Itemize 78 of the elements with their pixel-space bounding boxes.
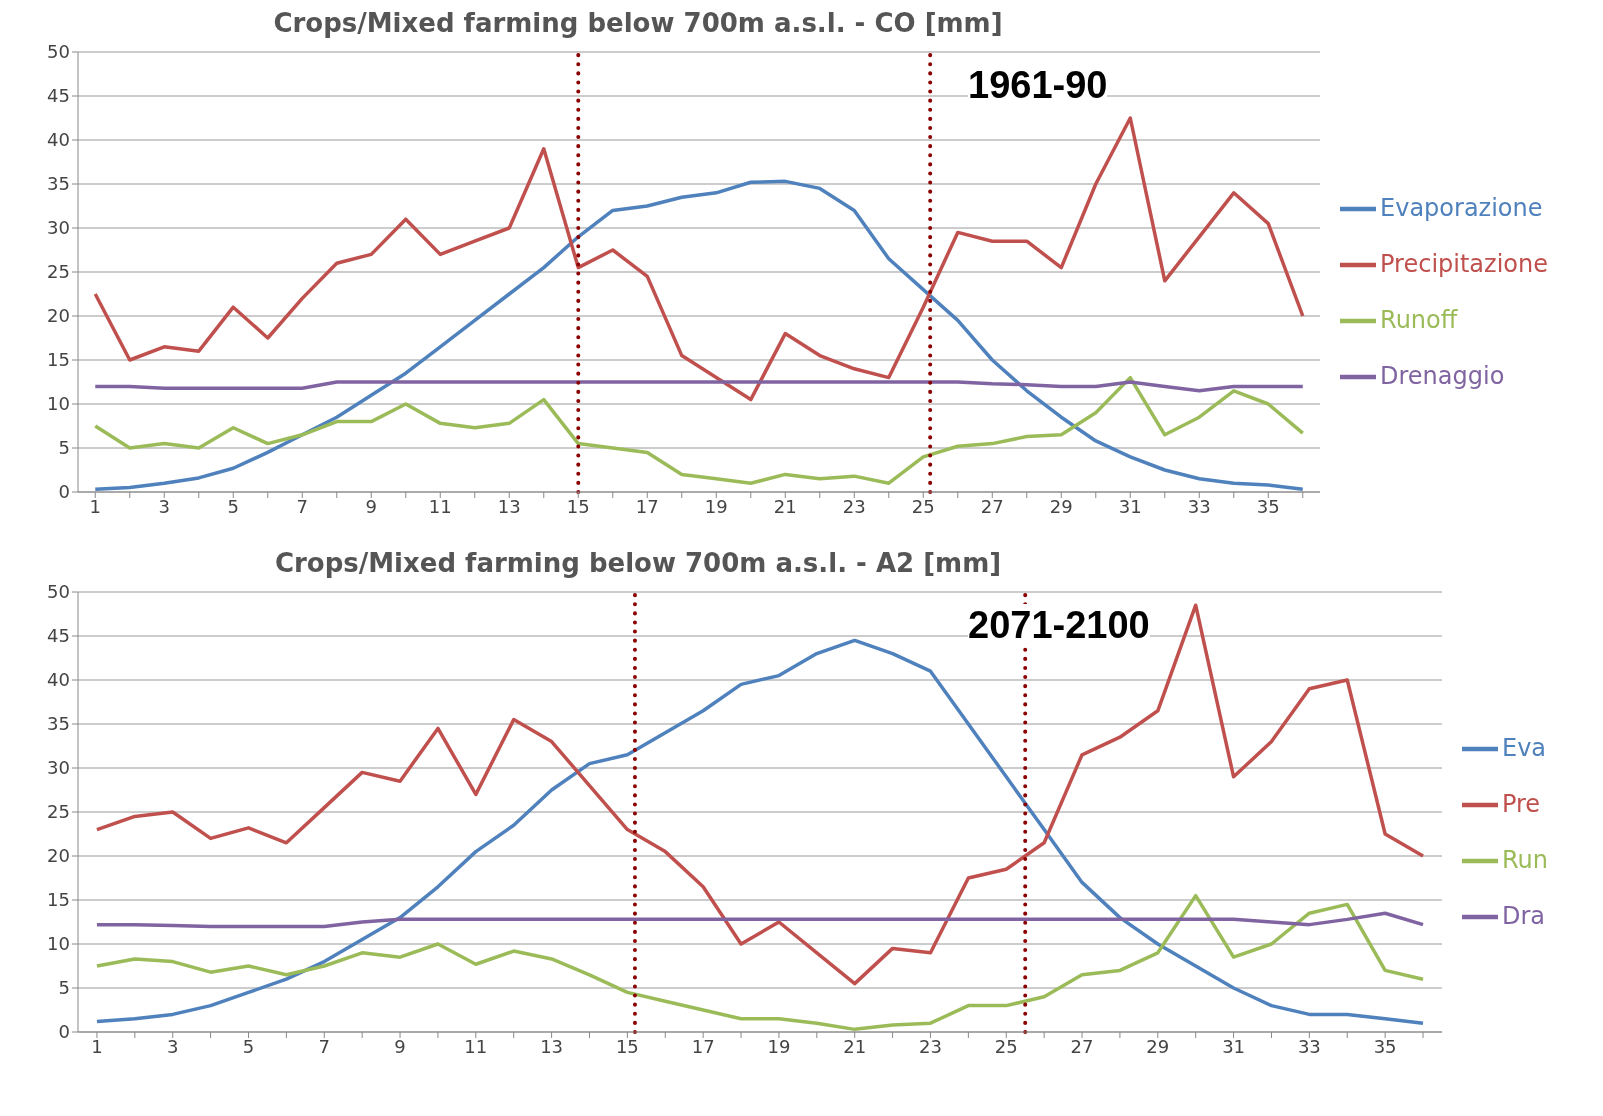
y-tick-label: 0 xyxy=(58,1021,70,1043)
legend-label: Pre xyxy=(1501,790,1541,818)
line-series xyxy=(93,116,1305,402)
x-tick-label: 3 xyxy=(166,1035,179,1057)
y-tick-label: 40 xyxy=(47,129,70,151)
y-tick-label: 25 xyxy=(47,261,70,283)
x-tick-label: 25 xyxy=(911,495,935,517)
legend-label: Dra xyxy=(1501,902,1546,930)
x-tick-label: 19 xyxy=(704,495,728,517)
legend-label: Precipitazione xyxy=(1380,250,1548,278)
x-tick-label: 3 xyxy=(158,495,170,517)
x-tick-label: 17 xyxy=(691,1035,715,1057)
legend-label: Eva xyxy=(1501,734,1547,762)
y-tick-label: 40 xyxy=(47,669,70,691)
y-tick-label: 45 xyxy=(47,85,70,107)
x-tick-label: 1 xyxy=(91,1035,103,1057)
x-tick-label: 33 xyxy=(1297,1035,1321,1057)
line-series xyxy=(93,375,1305,485)
x-tick-label: 7 xyxy=(318,1035,330,1057)
y-tick-label: 15 xyxy=(47,349,70,371)
x-tick-label: 19 xyxy=(767,1035,791,1057)
y-tick-label: 50 xyxy=(47,41,70,63)
x-tick-label: 21 xyxy=(843,1035,867,1057)
x-tick-label: 31 xyxy=(1222,1035,1246,1057)
x-tick-label: 33 xyxy=(1187,495,1211,517)
x-tick-label: 17 xyxy=(635,495,659,517)
x-tick-label: 31 xyxy=(1118,495,1142,517)
y-tick-label: 50 xyxy=(47,581,70,603)
y-tick-label: 30 xyxy=(47,757,70,779)
x-tick-label: 23 xyxy=(919,1035,942,1057)
y-tick-label: 30 xyxy=(47,217,70,239)
y-tick-label: 25 xyxy=(47,801,70,823)
legend-label: Run xyxy=(1501,846,1548,874)
y-tick-label: 15 xyxy=(47,889,70,911)
x-tick-label: 29 xyxy=(1049,495,1073,517)
line-series xyxy=(95,893,1425,1032)
y-tick-label: 35 xyxy=(47,713,70,735)
legend-label: Drenaggio xyxy=(1380,362,1505,390)
x-tick-label: 27 xyxy=(1070,1035,1094,1057)
x-tick-label: 5 xyxy=(227,495,239,517)
x-tick-label: 15 xyxy=(615,1035,639,1057)
x-tick-label: 21 xyxy=(773,495,797,517)
x-tick-label: 11 xyxy=(428,495,452,517)
x-tick-label: 9 xyxy=(394,1035,406,1057)
y-tick-label: 35 xyxy=(47,173,70,195)
y-tick-label: 5 xyxy=(58,437,70,459)
x-tick-label: 35 xyxy=(1373,1035,1397,1057)
x-tick-label: 27 xyxy=(980,495,1004,517)
x-tick-label: 9 xyxy=(365,495,377,517)
chart-title: Crops/Mixed farming below 700m a.s.l. - A2 [mm] xyxy=(273,548,1003,580)
x-tick-label: 7 xyxy=(296,495,308,517)
line-series xyxy=(95,603,1425,986)
annotation: 2071-2100 xyxy=(968,604,1150,647)
x-tick-label: 15 xyxy=(566,495,590,517)
line-series xyxy=(95,638,1425,1025)
x-tick-label: 29 xyxy=(1146,1035,1170,1057)
x-tick-label: 13 xyxy=(497,495,521,517)
chart-title: Crops/Mixed farming below 700m a.s.l. - CO [mm] xyxy=(272,8,1004,40)
y-tick-label: 5 xyxy=(58,977,70,999)
x-tick-label: 35 xyxy=(1256,495,1280,517)
x-tick-label: 25 xyxy=(994,1035,1018,1057)
y-tick-label: 20 xyxy=(47,305,70,327)
x-tick-label: 13 xyxy=(540,1035,564,1057)
annotation: 1961-90 xyxy=(968,64,1108,107)
x-tick-label: 5 xyxy=(242,1035,255,1057)
y-tick-label: 20 xyxy=(47,845,70,867)
y-tick-label: 45 xyxy=(47,625,70,647)
x-tick-label: 23 xyxy=(842,495,866,517)
y-tick-label: 10 xyxy=(47,393,70,415)
line-series xyxy=(95,911,1425,929)
legend-label: Evaporazione xyxy=(1380,194,1543,222)
legend-label: Runoff xyxy=(1380,306,1458,334)
line-series xyxy=(93,380,1305,393)
x-tick-label: 11 xyxy=(464,1035,488,1057)
y-tick-label: 0 xyxy=(58,481,70,503)
y-tick-label: 10 xyxy=(47,933,70,955)
x-tick-label: 1 xyxy=(89,495,101,517)
line-series xyxy=(93,179,1305,492)
